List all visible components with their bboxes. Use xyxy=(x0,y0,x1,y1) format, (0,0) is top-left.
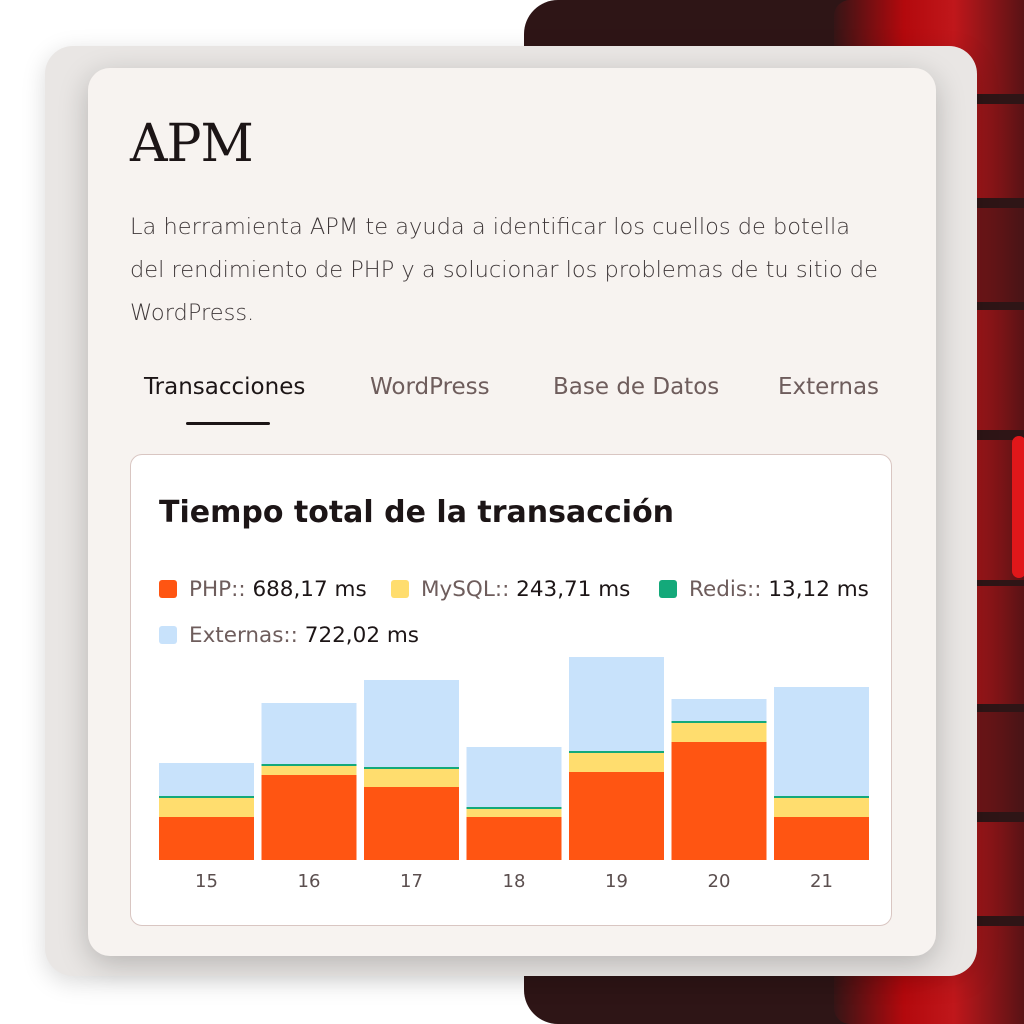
tab-externas[interactable]: Externas xyxy=(778,374,880,400)
bar-segment-mysql-16 xyxy=(261,766,357,775)
backdrop-glow xyxy=(1012,436,1024,578)
x-tick-label: 18 xyxy=(503,871,526,892)
mysql-swatch xyxy=(391,580,409,598)
x-tick-label: 19 xyxy=(605,871,628,892)
x-tick-label: 17 xyxy=(400,871,423,892)
bar-segment-redis-18 xyxy=(466,807,562,809)
tab-wordpress[interactable]: WordPress xyxy=(370,374,490,400)
bar-segment-php-16 xyxy=(261,775,357,860)
apm-description: La herramienta APM te ayuda a identifica… xyxy=(130,214,878,326)
legend-item-php: PHP:: 688,17 ms xyxy=(159,577,367,602)
bar-segment-mysql-15 xyxy=(159,798,254,817)
page-title: APM xyxy=(130,114,254,174)
bar-segment-php-19 xyxy=(569,772,664,860)
bar-segment-externas-17 xyxy=(364,680,459,767)
legend-label: Externas:: xyxy=(189,623,298,648)
legend-value: 688,17 ms xyxy=(252,577,367,602)
legend-label: MySQL:: xyxy=(421,577,510,602)
bar-segment-externas-19 xyxy=(569,657,664,751)
bar-segment-php-21 xyxy=(774,817,869,860)
bar-segment-redis-17 xyxy=(364,767,459,769)
bar-segment-externas-18 xyxy=(466,747,562,807)
bar-segment-php-20 xyxy=(671,742,767,860)
bar-segment-redis-15 xyxy=(159,796,254,798)
php-swatch xyxy=(159,580,177,598)
x-tick-label: 15 xyxy=(195,871,218,892)
apm-card: APM La herramienta APM te ayuda a identi… xyxy=(88,68,936,956)
x-tick-label: 20 xyxy=(708,871,731,892)
bar-segment-mysql-17 xyxy=(364,769,459,787)
legend-value: 243,71 ms xyxy=(516,577,631,602)
transaction-time-chart-card: Tiempo total de la transacción PHP:: 688… xyxy=(130,454,892,926)
legend-value: 13,12 ms xyxy=(768,577,869,602)
bar-segment-externas-15 xyxy=(159,763,254,796)
bar-segment-externas-21 xyxy=(774,687,869,796)
legend-label: Redis:: xyxy=(689,577,762,602)
bar-segment-mysql-21 xyxy=(774,798,869,817)
x-tick-label: 16 xyxy=(298,871,321,892)
bar-segment-php-17 xyxy=(364,787,459,860)
externas-swatch xyxy=(159,626,177,644)
bar-segment-redis-20 xyxy=(671,721,767,723)
x-tick-label: 21 xyxy=(810,871,833,892)
legend-label: PHP:: xyxy=(189,577,246,602)
bar-segment-php-15 xyxy=(159,817,254,860)
bar-segment-php-18 xyxy=(466,817,562,860)
redis-swatch xyxy=(659,580,677,598)
tab-transacciones[interactable]: Transacciones xyxy=(144,374,306,400)
bar-segment-redis-19 xyxy=(569,751,664,753)
bar-segment-redis-21 xyxy=(774,796,869,798)
legend-item-redis: Redis:: 13,12 ms xyxy=(659,577,869,602)
legend-item-externas: Externas:: 722,02 ms xyxy=(159,623,419,648)
bar-segment-mysql-19 xyxy=(569,753,664,772)
legend-value: 722,02 ms xyxy=(304,623,419,648)
bar-segment-externas-20 xyxy=(671,699,767,721)
tab-bar: Transacciones WordPress Base de Datos Ex… xyxy=(88,374,936,434)
bar-segment-redis-16 xyxy=(261,764,357,766)
legend-item-mysql: MySQL:: 243,71 ms xyxy=(391,577,630,602)
bar-segment-externas-16 xyxy=(261,703,357,764)
bar-segment-mysql-18 xyxy=(466,809,562,817)
stacked-bar-chart: 15 16 17 18 19 20 21 xyxy=(159,657,869,892)
chart-title: Tiempo total de la transacción xyxy=(159,495,675,530)
bar-segment-mysql-20 xyxy=(671,723,767,742)
active-tab-indicator xyxy=(186,422,270,425)
tab-base-de-datos[interactable]: Base de Datos xyxy=(553,374,720,400)
